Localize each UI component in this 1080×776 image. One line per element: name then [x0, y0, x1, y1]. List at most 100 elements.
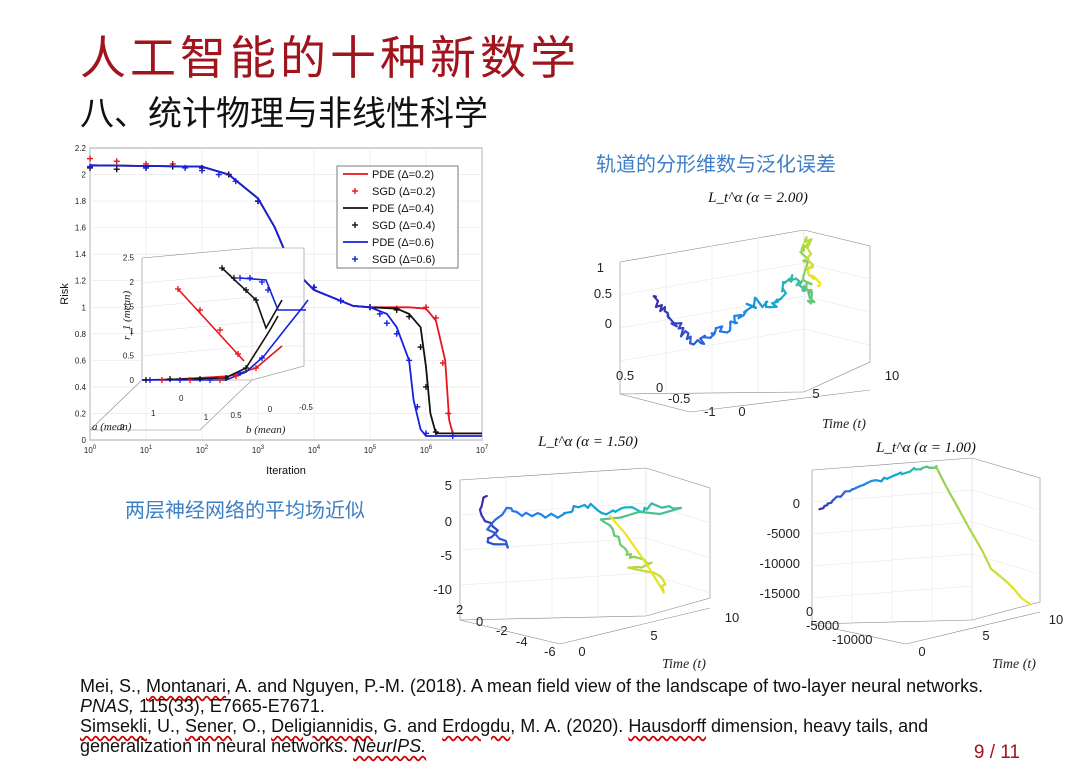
levy-15-title: L_t^α (α = 1.50): [537, 434, 638, 450]
levy-plot-alpha-1: L_t^α (α = 1.00) 0 -5000 -10000 -15000 0…: [760, 440, 1064, 672]
levy-1-ztick: -15000: [760, 586, 800, 601]
risk-series-marker: [432, 429, 439, 436]
reference-1: Mei, S., Montanari, A. and Nguyen, P.-M.…: [80, 676, 1020, 716]
risk-ytick: 1.2: [75, 277, 87, 286]
trajectory-segment: [980, 549, 993, 570]
inset-marker: [217, 377, 223, 383]
levy-15-xlabel: Time (t): [662, 657, 706, 672]
levy-2-ztick: 1: [597, 260, 604, 275]
trajectory-segment: [589, 502, 597, 510]
risk-series-marker: [87, 163, 93, 170]
trajectory-segment: [1020, 597, 1032, 606]
inset-ztick: 1.5: [123, 303, 135, 312]
trajectory-segment: [504, 539, 509, 549]
inset-marker: [159, 377, 165, 383]
levy-15-ztick: 0: [445, 514, 452, 529]
inset-xtick: 0: [179, 394, 184, 403]
trajectory-segment: [492, 531, 501, 540]
trajectory-segment: [611, 528, 616, 537]
inset-marker: [237, 370, 243, 376]
risk-series-marker: [143, 164, 149, 171]
risk-xtick: 104: [308, 445, 321, 455]
inset-ztick: 0.5: [123, 352, 135, 361]
risk-series-marker: [432, 314, 439, 321]
levy-15-ztick: 5: [445, 478, 452, 493]
risk-series-marker: [449, 433, 456, 440]
trajectory-segment: [627, 566, 638, 571]
inset-marker: [237, 275, 243, 281]
risk-ytick: 0.6: [75, 356, 87, 365]
trajectory-segment: [486, 528, 495, 534]
levy-15-ztick: -5: [440, 548, 452, 563]
risk-series-marker: [199, 167, 205, 174]
legend-entry: PDE (Δ=0.2): [372, 169, 434, 181]
ref2-text: Hausdorff: [628, 716, 707, 736]
trajectory-segment: [608, 514, 627, 535]
trajectory-segment: [649, 569, 665, 594]
trajectory-segment: [679, 329, 687, 338]
trajectory-segment: [624, 532, 642, 556]
risk-xtick: 102: [196, 445, 209, 455]
risk-xtick: 107: [476, 445, 489, 455]
trajectory-segment: [556, 512, 566, 519]
inset-marker: [259, 279, 265, 285]
levy-2-ytick: 0.5: [616, 368, 634, 383]
trajectory-segment: [968, 527, 984, 552]
trajectory-segment: [801, 278, 813, 286]
risk-series-marker: [376, 310, 383, 317]
trajectory-segment: [614, 507, 623, 513]
ref1-text: 115(33), E7665-E7671.: [134, 696, 325, 716]
page-number: 9 / 11: [973, 742, 1020, 763]
inset-ytick: 0: [268, 405, 273, 414]
risk-ytick: 1: [82, 303, 87, 312]
trajectory-segment: [780, 292, 788, 300]
ref2-author: Erdogdu: [442, 716, 511, 736]
risk-ytick: 1.4: [75, 250, 87, 259]
risk-ytick: 2: [82, 171, 87, 180]
levy-1-ytick: 0: [806, 604, 813, 619]
risk-ytick: 1.8: [75, 197, 87, 206]
risk-series-marker: [255, 198, 261, 205]
levy-15-ytick: -6: [544, 644, 556, 659]
trajectory-segment: [630, 505, 642, 513]
references: Mei, S., Montanari, A. and Nguyen, P.-M.…: [80, 676, 1020, 756]
trajectory-segment: [650, 502, 663, 509]
inset-marker: [223, 375, 229, 381]
levy-1-xlabel: Time (t): [992, 657, 1036, 672]
levy-2-xlabel: Time (t): [822, 417, 866, 432]
inset-ztick: 2: [130, 278, 135, 287]
slide-subtitle: 八、统计物理与非线性科学: [80, 94, 488, 134]
inset-marker: [265, 287, 271, 293]
levy-2-ztick: 0: [605, 316, 612, 331]
risk-series-marker: [393, 306, 400, 313]
trajectory-segment: [617, 535, 622, 546]
levy-1-xtick: 10: [1049, 612, 1063, 627]
trajectory-segment: [563, 510, 573, 515]
trajectory-segment: [605, 509, 615, 516]
trajectory-segment: [805, 257, 815, 267]
risk-series-marker: [113, 158, 120, 165]
risk-series-marker: [423, 430, 429, 437]
trajectory-segment: [544, 512, 553, 519]
risk-series-marker: [423, 383, 429, 390]
ref2-author: Sener: [185, 716, 233, 736]
levy-15-ztick: -10: [433, 582, 452, 597]
inset-ztick: 0: [130, 376, 135, 385]
levy-1-xtick: 5: [982, 628, 989, 643]
trajectory-segment: [755, 297, 764, 309]
risk-series-marker: [445, 410, 452, 417]
risk-series-marker: [406, 313, 413, 320]
inset-marker: [243, 365, 249, 371]
trajectory-segment: [752, 296, 757, 308]
inset-marker: [197, 307, 203, 313]
levy-2-xtick: 5: [812, 386, 819, 401]
inset-marker: [247, 275, 253, 281]
risk-xtick: 106: [420, 445, 433, 455]
risk-series-marker: [414, 403, 421, 410]
risk-xlabel: Iteration: [266, 465, 306, 477]
inset-ztick: 1: [130, 327, 135, 336]
levy-15-ytick: 0: [476, 614, 483, 629]
risk-series-marker: [393, 330, 400, 337]
risk-series-marker: [87, 155, 93, 162]
inset-marker: [187, 377, 193, 383]
